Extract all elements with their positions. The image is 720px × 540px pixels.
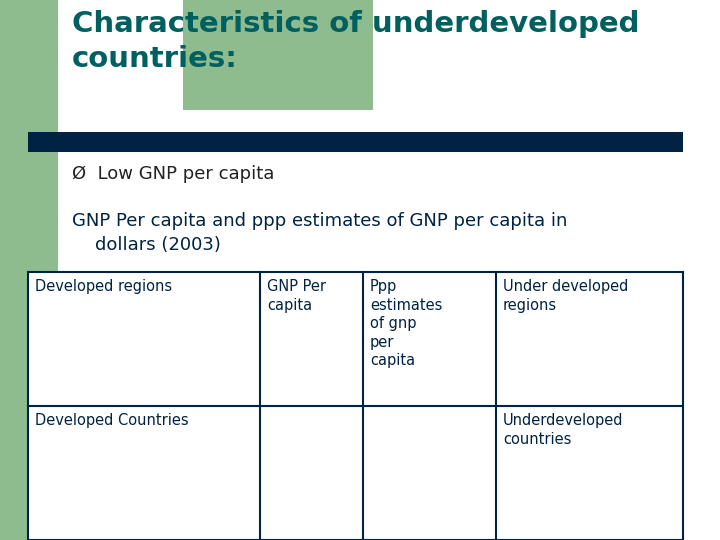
Bar (28, 272, 683, 540)
Bar (0, 0, 58, 540)
Bar (28, 132, 683, 152)
Text: Characteristics of underdeveloped
countries:: Characteristics of underdeveloped countr… (72, 10, 639, 72)
Text: Under developed
regions: Under developed regions (503, 279, 629, 313)
Text: GNP Per
capita: GNP Per capita (267, 279, 326, 313)
Text: Ø  Low GNP per capita: Ø Low GNP per capita (72, 165, 274, 183)
Text: Underdeveloped
countries: Underdeveloped countries (503, 413, 624, 447)
Text: Developed regions: Developed regions (35, 279, 172, 294)
Text: GNP Per capita and ppp estimates of GNP per capita in
    dollars (2003): GNP Per capita and ppp estimates of GNP … (72, 212, 567, 254)
Text: Developed Countries: Developed Countries (35, 413, 189, 428)
Text: Ppp
estimates
of gnp
per
capita: Ppp estimates of gnp per capita (370, 279, 442, 368)
Bar (183, 0, 373, 110)
